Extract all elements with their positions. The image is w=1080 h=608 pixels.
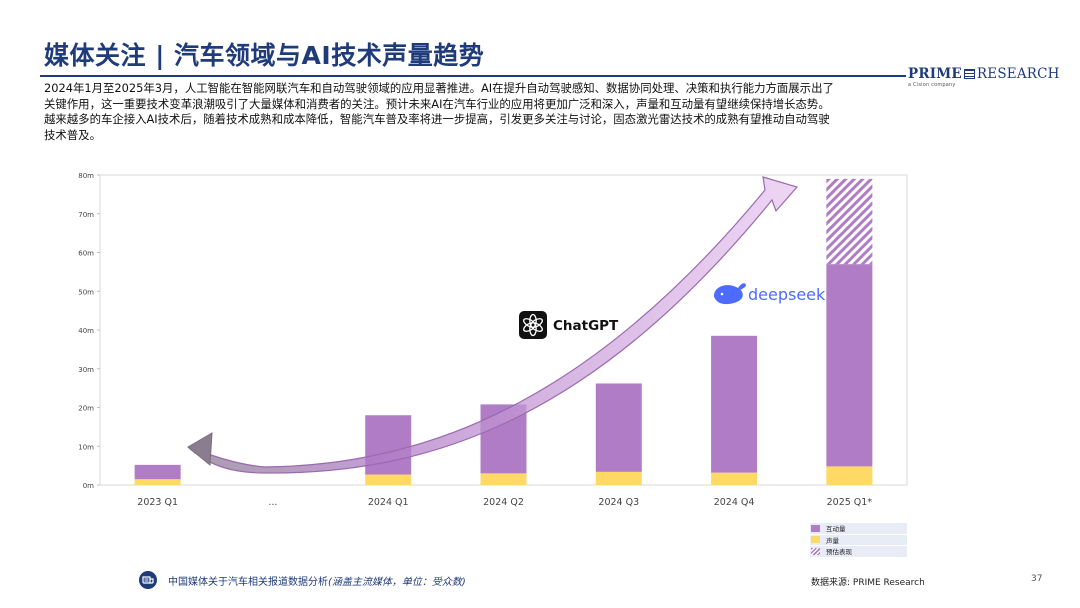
logo-second-text: RESEARCH (976, 66, 1060, 82)
bar-segment (480, 473, 527, 485)
chatgpt-logo-icon (519, 311, 547, 339)
legend-swatch-volume (811, 536, 820, 544)
deepseek-label: deepseek (748, 285, 826, 304)
x-tick-label: ... (268, 497, 277, 508)
y-tick-label: 30m (78, 366, 94, 374)
x-tick-label: 2023 Q1 (137, 497, 178, 508)
deepseek-whale-body (714, 285, 743, 305)
bar-segment (365, 415, 412, 475)
legend-item: 预估表现 (810, 546, 907, 557)
newspaper-icon (139, 571, 157, 589)
intro-paragraph: 2024年1月至2025年3月，人工智能在智能网联汽车和自动驾驶领域的应用显著推… (44, 81, 910, 143)
footer-note-unit: (涵盖主流媒体，单位：受众数) (328, 577, 466, 588)
legend-item: 声量 (810, 534, 907, 545)
page-number: 37 (1031, 574, 1043, 584)
logo-main-text: PRIME (908, 66, 962, 82)
legend-label: 预估表现 (826, 548, 852, 557)
bar-segment (134, 479, 181, 485)
x-tick-label: 2024 Q2 (483, 497, 524, 508)
legend-label: 声量 (826, 536, 839, 545)
legend-label: 互动量 (826, 525, 846, 534)
title-divider (40, 75, 906, 77)
logo-subtitle: a Cision company (908, 82, 956, 88)
legend-item: 互动量 (810, 523, 907, 534)
y-tick-label: 20m (78, 405, 94, 413)
x-tick-label: 2024 Q4 (714, 497, 755, 508)
y-tick-label: 70m (78, 211, 94, 219)
x-tick-label: 2024 Q3 (598, 497, 639, 508)
bar-segment (826, 466, 873, 485)
intro-line: 技术普及。 (44, 127, 101, 142)
y-tick-label: 40m (78, 327, 94, 335)
data-source: 数据来源: PRIME Research (811, 578, 925, 588)
bar-segment (134, 464, 181, 480)
x-tick-label: 2025 Q1* (827, 497, 873, 508)
intro-line: 2024年1月至2025年3月，人工智能在智能网联汽车和自动驾驶领域的应用显著推… (44, 81, 834, 95)
bar-segment (826, 264, 873, 467)
deepseek-whale-tail (738, 283, 746, 290)
y-tick-label: 60m (78, 250, 94, 258)
chart-legend: 互动量 声量 预估表现 (810, 523, 907, 558)
footer-note: 中国媒体关于汽车相关报道数据分析(涵盖主流媒体，单位：受众数) (168, 573, 466, 588)
bar-segment (595, 383, 642, 472)
bar-segment (595, 471, 642, 485)
chatgpt-knot-petal (523, 318, 537, 328)
legend-swatch-estimate (811, 547, 820, 555)
bar-segment (826, 178, 873, 265)
logo-mark-icon (963, 69, 975, 79)
x-tick-label: 2024 Q1 (368, 497, 409, 508)
y-tick-label: 50m (78, 288, 94, 296)
chatgpt-label: ChatGPT (553, 318, 619, 334)
deepseek-whale-eye (720, 292, 724, 296)
bar-segment (711, 335, 758, 473)
bar-segment (711, 472, 758, 485)
y-tick-label: 10m (78, 443, 94, 451)
intro-line: 关键作用，这一重要技术变革浪潮吸引了大量媒体和消费者的关注。预计未来AI在汽车行… (44, 96, 830, 111)
ai-volume-chart: 0m 10m 20m 30m 40m 50m 60m 70m 80m 2023 Q1... 2024… (78, 172, 908, 508)
prime-research-logo: PRIME RESEARCH a Cision company (908, 66, 1060, 92)
trend-arrow-tail (187, 432, 213, 467)
deepseek-whale-icon (714, 283, 746, 305)
chatgpt-knot-icon (523, 313, 543, 337)
footer-note-main: 中国媒体关于汽车相关报道数据分析 (168, 577, 328, 588)
legend-swatch-interaction (811, 524, 820, 532)
y-tick-label: 0m (83, 482, 94, 490)
y-tick-label: 80m (78, 172, 94, 180)
trend-arrow (187, 176, 799, 474)
intro-line: 越来越多的车企接入AI技术后，随着技术成熟和成本降低，智能汽车普及率将进一步提高… (44, 112, 830, 126)
bar-segment (365, 474, 412, 485)
page-title: 媒体关注 | 汽车领域与AI技术声量趋势 (44, 41, 485, 70)
